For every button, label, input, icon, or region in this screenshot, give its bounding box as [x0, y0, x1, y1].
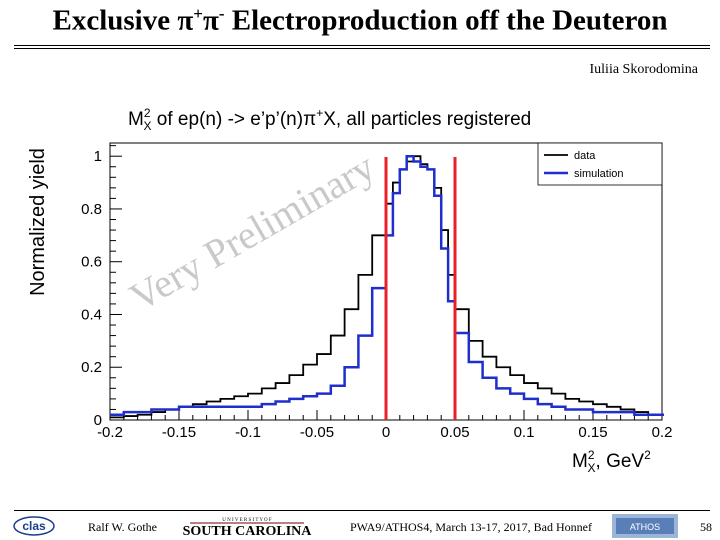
- conference: PWA9/ATHOS4, March 13-17, 2017, Bad Honn…: [350, 520, 592, 534]
- page-number: 58: [700, 520, 712, 534]
- x-tick-label: -0.2: [97, 424, 123, 441]
- x-tick-label: -0.1: [235, 424, 261, 441]
- x-tick-label: 0.15: [578, 424, 607, 441]
- y-tick-label: 0.8: [81, 201, 102, 218]
- athos-logo: ATHOS: [612, 514, 678, 538]
- y-tick-label: 0.2: [81, 359, 102, 376]
- university-logo: U N I V E R S I T Y O F SOUTH CAROLINA: [182, 514, 312, 538]
- y-tick-label: 0: [94, 412, 102, 429]
- x-tick-label: 0.1: [514, 424, 535, 441]
- slide-title: Exclusive π+π- Electroproduction off the…: [0, 4, 720, 38]
- chart-title: M2 X of ep(n) -> e’p’(n)π+X, all particle…: [128, 106, 531, 133]
- title-rule-2: [14, 48, 710, 49]
- y-tick-label: 1: [94, 148, 102, 165]
- author: Iuliia Skorodomina: [589, 62, 699, 77]
- university-top-text: U N I V E R S I T Y O F: [222, 518, 272, 523]
- x-tick-label: -0.15: [162, 424, 196, 441]
- footer-rule: [14, 510, 710, 511]
- x-tick-label: 0: [382, 424, 390, 441]
- series-simulation-line: [110, 154, 664, 416]
- y-tick-label: 0.4: [81, 306, 102, 323]
- legend-box: [537, 142, 663, 186]
- title-sup-minus: -: [218, 4, 225, 23]
- clas-logo: clas: [13, 516, 55, 536]
- y-axis-label: Normalized yield: [27, 148, 49, 296]
- x-tick-label: -0.05: [300, 424, 334, 441]
- legend-label-data: data: [574, 150, 596, 162]
- x-axis-label: M2 X, GeV2: [572, 448, 651, 475]
- title-sup-plus: +: [193, 4, 203, 23]
- x-tick-label: 0.2: [652, 424, 673, 441]
- presenter: Ralf W. Gothe: [88, 520, 157, 534]
- title-rule: [14, 45, 710, 46]
- athos-logo-text: ATHOS: [630, 522, 660, 532]
- university-name: SOUTH CAROLINA: [183, 524, 312, 538]
- y-tick-label: 0.6: [81, 254, 102, 271]
- legend-label-simulation: simulation: [574, 168, 624, 180]
- title-part: π: [202, 4, 219, 37]
- x-tick-label: 0.05: [440, 424, 469, 441]
- watermark: Very Preliminary: [122, 144, 382, 320]
- title-part: Electroproduction off the Deuteron: [224, 4, 668, 37]
- title-part: Exclusive π: [52, 4, 194, 37]
- clas-logo-text: clas: [22, 519, 46, 533]
